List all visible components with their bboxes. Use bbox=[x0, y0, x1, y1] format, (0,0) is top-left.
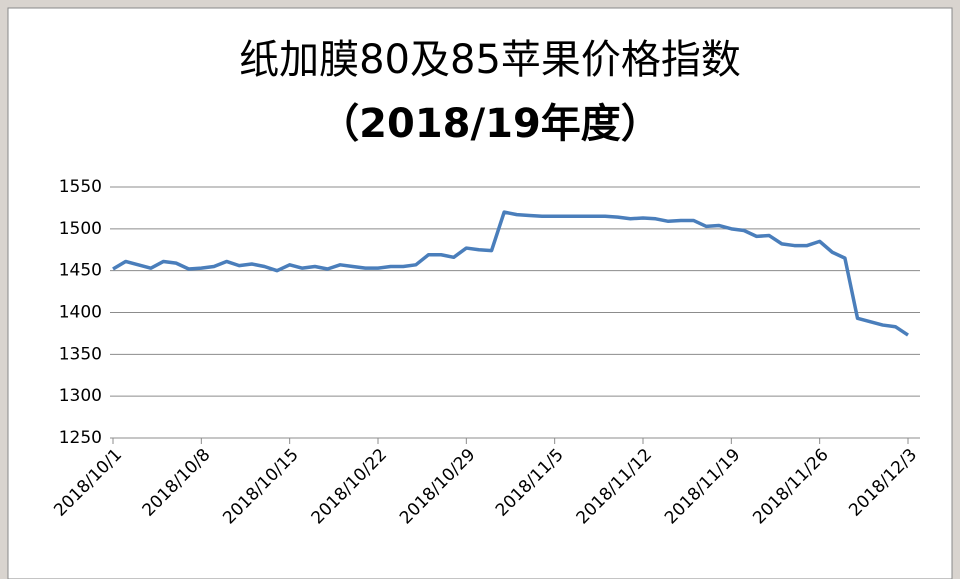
y-tick-label: 1550 bbox=[59, 177, 102, 197]
page: 纸加膜80及85苹果价格指数 （2018/19年度） 1250 1300 1350 1… bbox=[0, 0, 960, 579]
y-tick-label: 1350 bbox=[59, 344, 102, 364]
y-tick-label: 1250 bbox=[59, 428, 102, 448]
chart-title: 纸加膜80及85苹果价格指数 bbox=[239, 37, 741, 83]
chart: 纸加膜80及85苹果价格指数 （2018/19年度） 1250 1300 1350 1… bbox=[0, 0, 960, 579]
y-tick-label: 1300 bbox=[59, 386, 102, 406]
chart-subtitle: （2018/19年度） bbox=[319, 101, 661, 147]
y-tick-label: 1500 bbox=[59, 219, 102, 239]
y-tick-label: 1450 bbox=[59, 261, 102, 281]
chart-area bbox=[8, 8, 952, 579]
y-tick-label: 1400 bbox=[59, 303, 102, 323]
